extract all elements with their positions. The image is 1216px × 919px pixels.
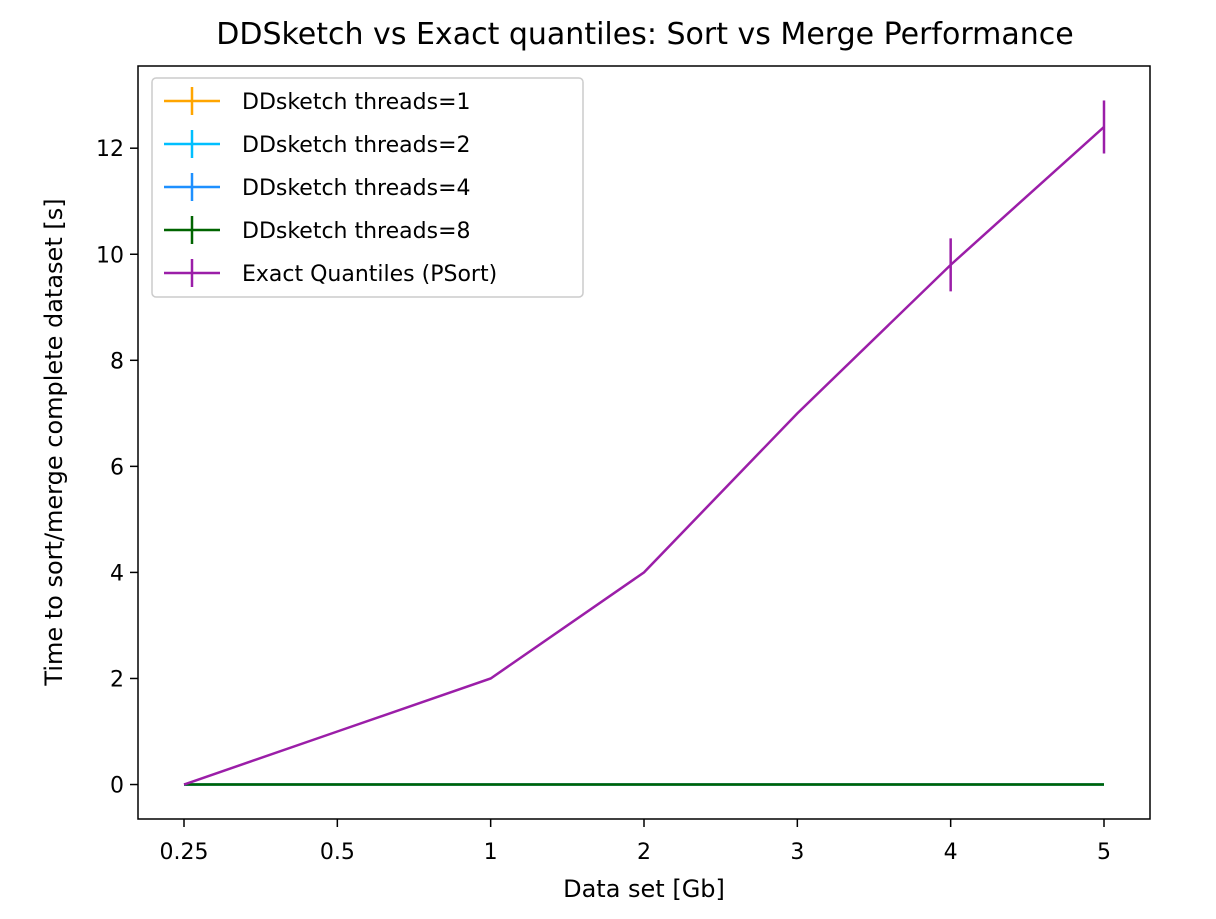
y-tick-label: 0: [110, 774, 124, 799]
x-tick-label: 3: [790, 840, 804, 865]
legend: DDsketch threads=1 DDsketch threads=2 DDsk…: [151, 77, 584, 298]
x-axis-label: Data set [Gb]: [563, 875, 725, 903]
x-tick-label: 1: [484, 840, 498, 865]
y-tick-label: 8: [110, 349, 124, 374]
x-tick-label: 5: [1097, 840, 1111, 865]
legend-label: DDsketch threads=2: [242, 133, 471, 158]
y-axis: 0 2 4 6 8 10 12: [96, 137, 138, 799]
legend-label: DDsketch threads=1: [242, 90, 471, 115]
chart-title: DDSketch vs Exact quantiles: Sort vs Mer…: [216, 17, 1073, 52]
x-tick-label: 0.25: [160, 840, 209, 865]
y-tick-label: 10: [96, 243, 124, 268]
x-axis: 0.25 0.5 1 2 3 4 5: [160, 819, 1111, 865]
y-tick-label: 2: [110, 667, 124, 692]
y-tick-label: 6: [110, 455, 124, 480]
y-tick-label: 12: [96, 137, 124, 162]
y-tick-label: 4: [110, 561, 124, 586]
x-tick-label: 0.5: [320, 840, 355, 865]
legend-label: Exact Quantiles (PSort): [242, 262, 497, 287]
x-tick-label: 4: [944, 840, 958, 865]
y-axis-label: Time to sort/merge complete dataset [s]: [40, 198, 68, 686]
legend-box: [151, 77, 584, 298]
legend-label: DDsketch threads=8: [242, 219, 471, 244]
x-tick-label: 2: [637, 840, 651, 865]
legend-label: DDsketch threads=4: [242, 176, 471, 201]
plot-area: [183, 100, 1106, 786]
